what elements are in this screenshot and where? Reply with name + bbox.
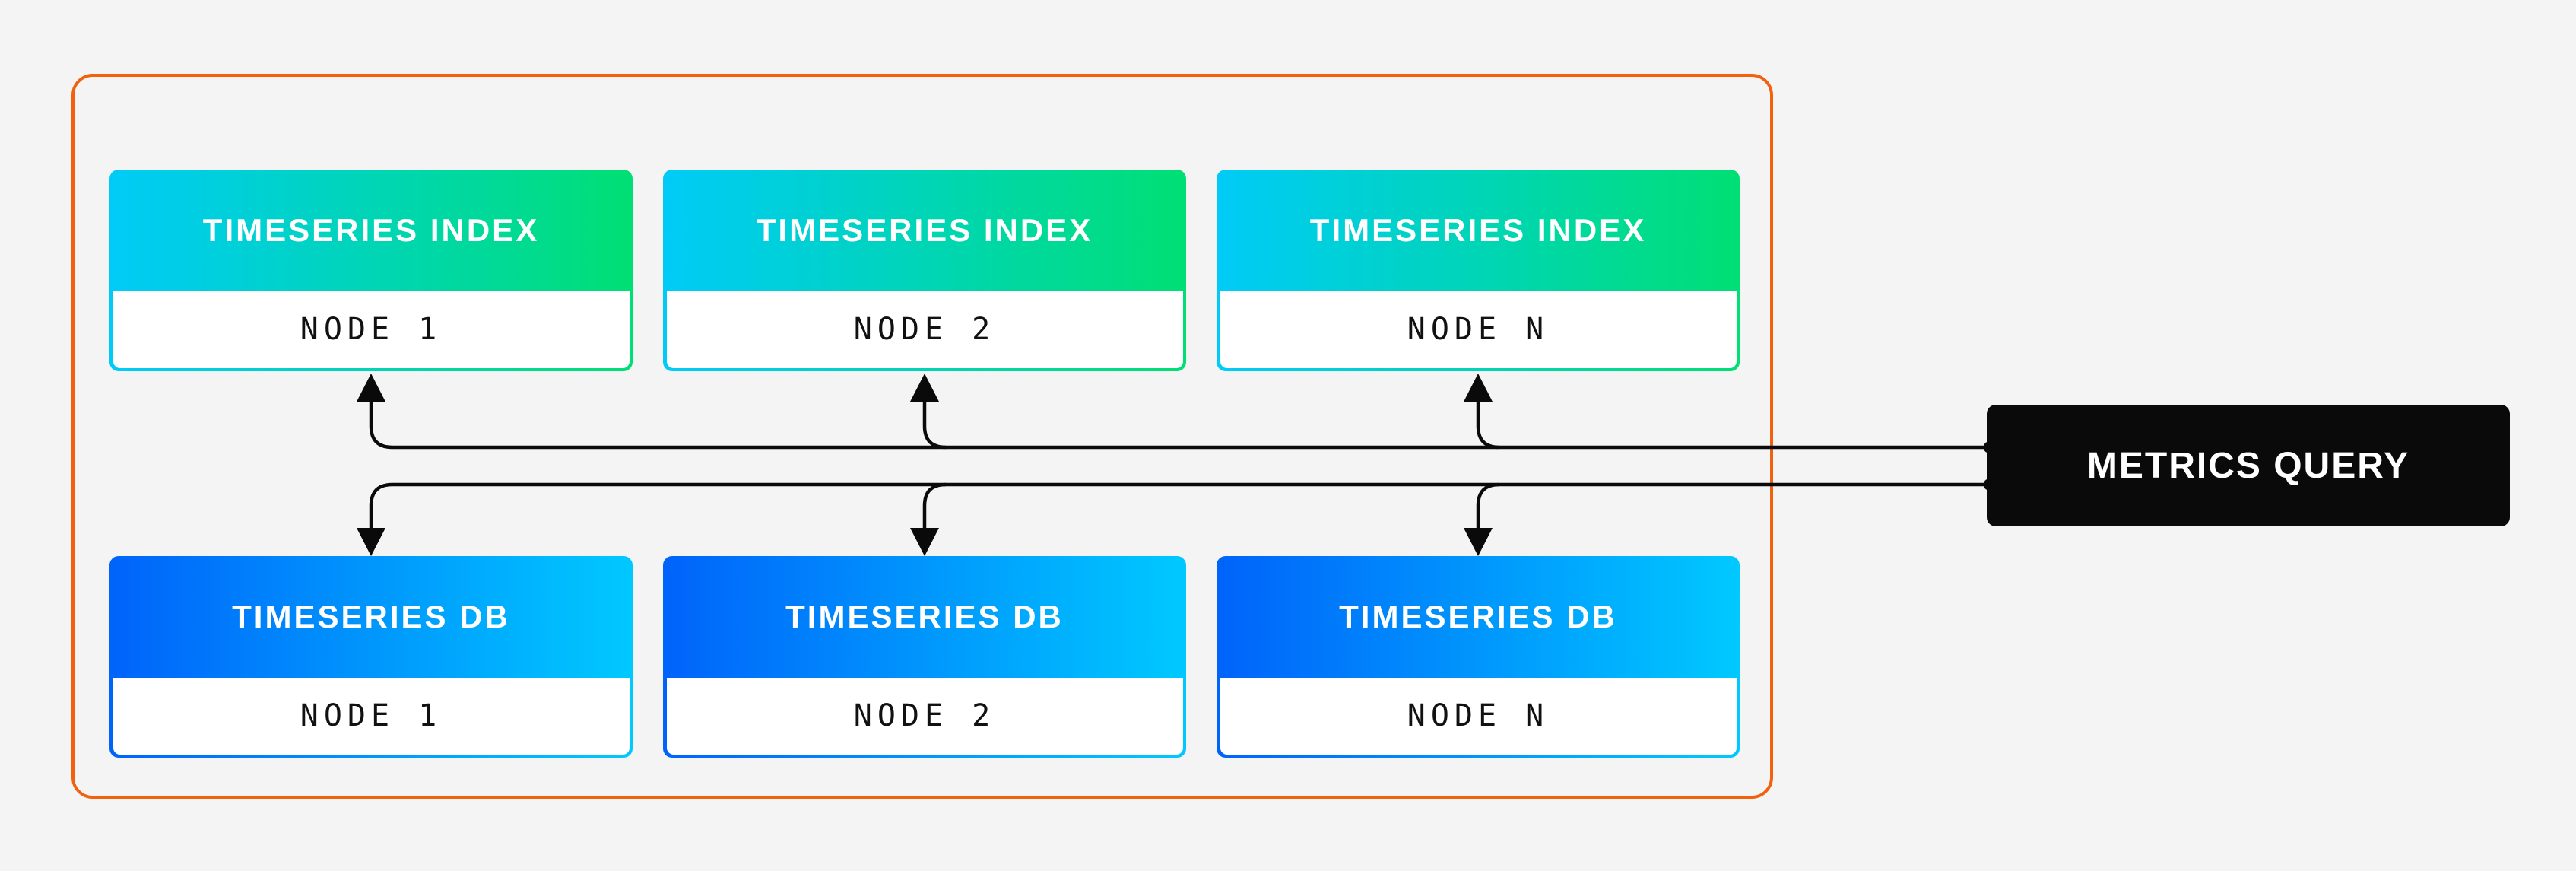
timeseries-index-node-label: NODE 1 bbox=[113, 291, 630, 368]
timeseries-index-title: TIMESERIES INDEX bbox=[756, 212, 1093, 248]
timeseries-index-node-label: NODE 2 bbox=[666, 291, 1183, 368]
timeseries-db-node-label: NODE N bbox=[1220, 678, 1737, 755]
timeseries-index-card-n: TIMESERIES INDEX NODE N bbox=[1217, 170, 1740, 371]
timeseries-db-title: TIMESERIES DB bbox=[785, 599, 1064, 634]
timeseries-index-title: TIMESERIES INDEX bbox=[1309, 212, 1647, 248]
timeseries-index-node-label: NODE N bbox=[1220, 291, 1737, 368]
timeseries-db-node-label: NODE 1 bbox=[113, 678, 630, 755]
timeseries-index-title: TIMESERIES INDEX bbox=[202, 212, 540, 248]
timeseries-db-title: TIMESERIES DB bbox=[232, 599, 510, 634]
timeseries-db-card-1: TIMESERIES DB NODE 1 bbox=[109, 556, 633, 758]
timeseries-db-card-2: TIMESERIES DB NODE 2 bbox=[663, 556, 1186, 758]
timeseries-index-card-2: TIMESERIES INDEX NODE 2 bbox=[663, 170, 1186, 371]
timeseries-db-title: TIMESERIES DB bbox=[1339, 599, 1617, 634]
metrics-query-label: METRICS QUERY bbox=[2086, 445, 2410, 486]
timeseries-db-node-label: NODE 2 bbox=[666, 678, 1183, 755]
timeseries-db-card-n: TIMESERIES DB NODE N bbox=[1217, 556, 1740, 758]
metrics-query-box: METRICS QUERY bbox=[1987, 405, 2510, 526]
timeseries-index-card-1: TIMESERIES INDEX NODE 1 bbox=[109, 170, 633, 371]
